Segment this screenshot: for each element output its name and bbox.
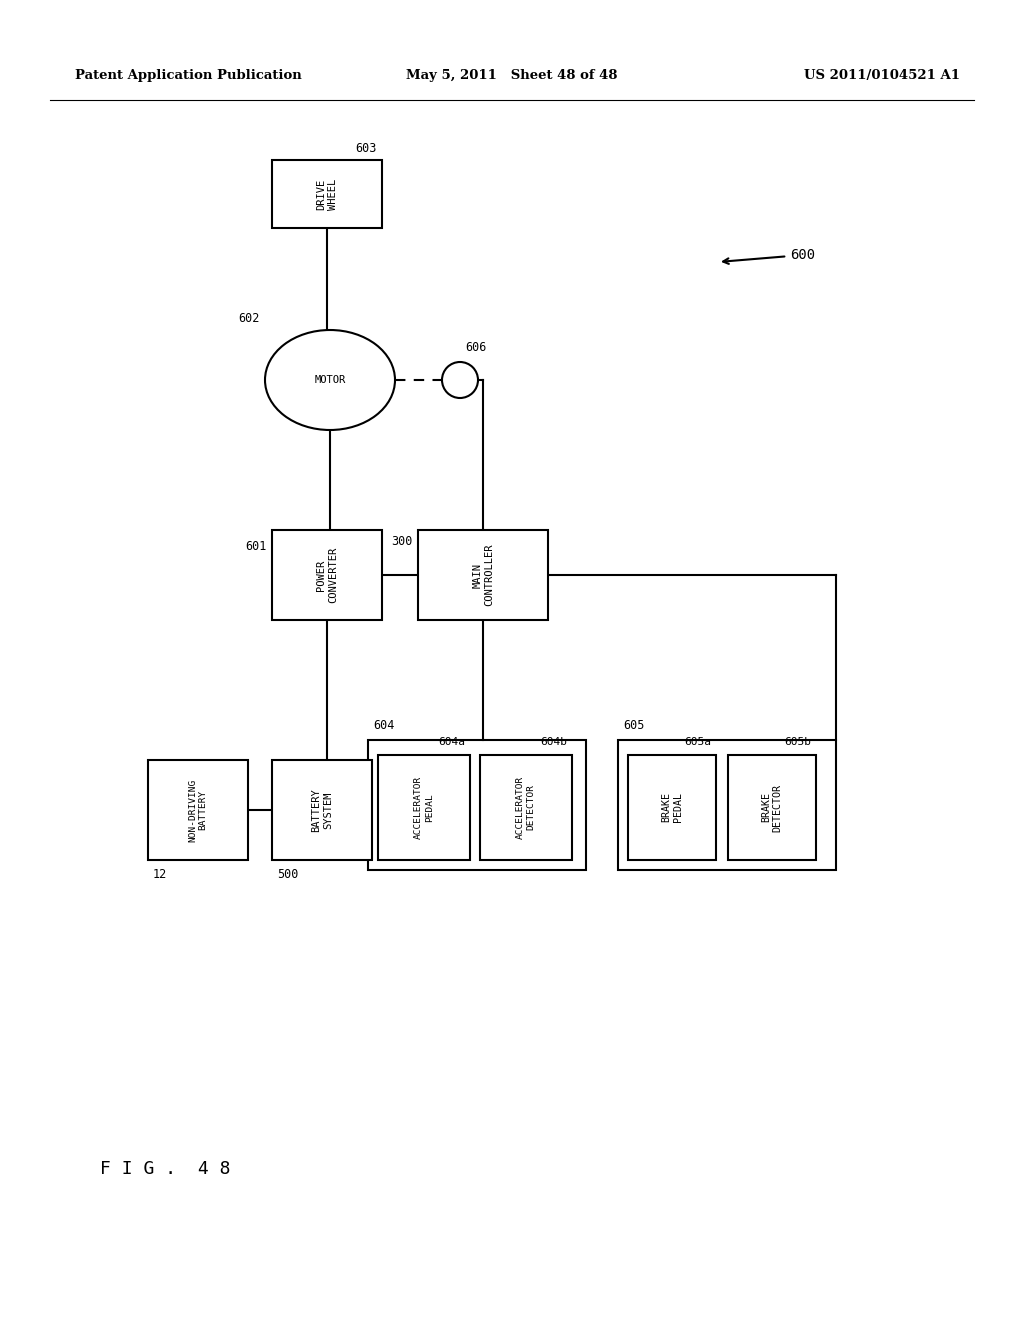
Text: 605: 605 xyxy=(623,719,644,733)
Text: 604: 604 xyxy=(373,719,394,733)
Text: 606: 606 xyxy=(465,341,486,354)
Bar xyxy=(148,760,248,861)
Bar xyxy=(272,160,382,228)
Text: Patent Application Publication: Patent Application Publication xyxy=(75,69,302,82)
Bar xyxy=(418,531,548,620)
Text: 601: 601 xyxy=(246,540,267,553)
Text: ACCELERATOR
DETECTOR: ACCELERATOR DETECTOR xyxy=(516,776,536,840)
Text: ACCELERATOR
PEDAL: ACCELERATOR PEDAL xyxy=(415,776,434,840)
Text: 604a: 604a xyxy=(438,737,465,747)
Text: 500: 500 xyxy=(278,869,298,880)
Text: US 2011/0104521 A1: US 2011/0104521 A1 xyxy=(804,69,961,82)
Text: BRAKE
DETECTOR: BRAKE DETECTOR xyxy=(761,784,782,832)
Text: F I G .  4 8: F I G . 4 8 xyxy=(100,1160,230,1177)
Circle shape xyxy=(442,362,478,399)
Bar xyxy=(378,755,470,861)
Ellipse shape xyxy=(265,330,395,430)
Text: MOTOR: MOTOR xyxy=(314,375,346,385)
Text: POWER
CONVERTER: POWER CONVERTER xyxy=(316,546,338,603)
Text: DRIVE
WHEEL: DRIVE WHEEL xyxy=(316,178,338,210)
Text: 12: 12 xyxy=(153,869,167,880)
Text: 604b: 604b xyxy=(540,737,567,747)
Text: 603: 603 xyxy=(355,143,377,154)
Text: 605a: 605a xyxy=(684,737,711,747)
Bar xyxy=(368,741,586,870)
Text: 300: 300 xyxy=(391,535,413,548)
Text: BRAKE
PEDAL: BRAKE PEDAL xyxy=(662,792,683,822)
Text: 605b: 605b xyxy=(784,737,811,747)
Text: NON-DRIVING
BATTERY: NON-DRIVING BATTERY xyxy=(188,779,208,842)
Text: MAIN
CONTROLLER: MAIN CONTROLLER xyxy=(472,544,494,606)
Text: 602: 602 xyxy=(239,312,260,325)
Bar xyxy=(628,755,716,861)
Bar xyxy=(272,760,372,861)
Bar xyxy=(728,755,816,861)
Bar xyxy=(480,755,572,861)
Text: BATTERY
SYSTEM: BATTERY SYSTEM xyxy=(311,788,333,832)
Bar xyxy=(272,531,382,620)
Bar xyxy=(618,741,836,870)
Text: May 5, 2011   Sheet 48 of 48: May 5, 2011 Sheet 48 of 48 xyxy=(407,69,617,82)
Text: 600: 600 xyxy=(723,248,815,264)
